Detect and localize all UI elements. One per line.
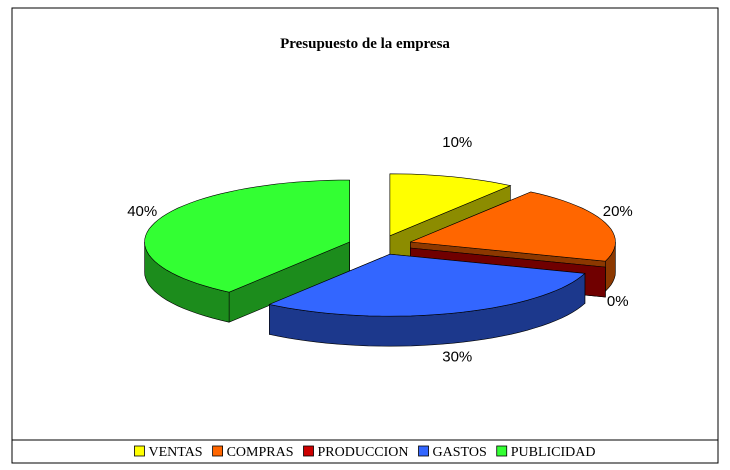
legend-swatch <box>134 445 145 457</box>
pie-slice <box>144 179 350 323</box>
legend-label: GASTOS <box>433 445 487 460</box>
chart-title: Presupuesto de la empresa <box>280 36 450 52</box>
pie-slice <box>268 253 586 347</box>
slice-top <box>144 179 350 293</box>
legend-swatch <box>212 445 223 457</box>
legend: VENTAS COMPRAS PRODUCCION GASTOS PUBLICIDAD <box>11 439 719 464</box>
data-label: 20% <box>603 203 633 220</box>
legend-label: VENTAS <box>148 445 202 460</box>
legend-frame <box>11 439 719 464</box>
data-label: 0% <box>607 293 629 310</box>
slice-top <box>389 173 512 237</box>
legend-swatch <box>303 445 314 457</box>
data-label: 40% <box>127 203 157 220</box>
legend-items: VENTAS COMPRAS PRODUCCION GASTOS PUBLICIDAD <box>134 445 596 460</box>
slice-top <box>410 191 616 262</box>
slice-top <box>268 253 586 317</box>
legend-label: COMPRAS <box>227 445 294 460</box>
legend-swatch <box>418 445 429 457</box>
data-label: 30% <box>442 349 472 366</box>
legend-label: PRODUCCION <box>318 445 409 460</box>
legend-swatch <box>496 445 508 457</box>
data-label: 10% <box>442 134 472 151</box>
legend-label: PUBLICIDAD <box>511 445 596 460</box>
